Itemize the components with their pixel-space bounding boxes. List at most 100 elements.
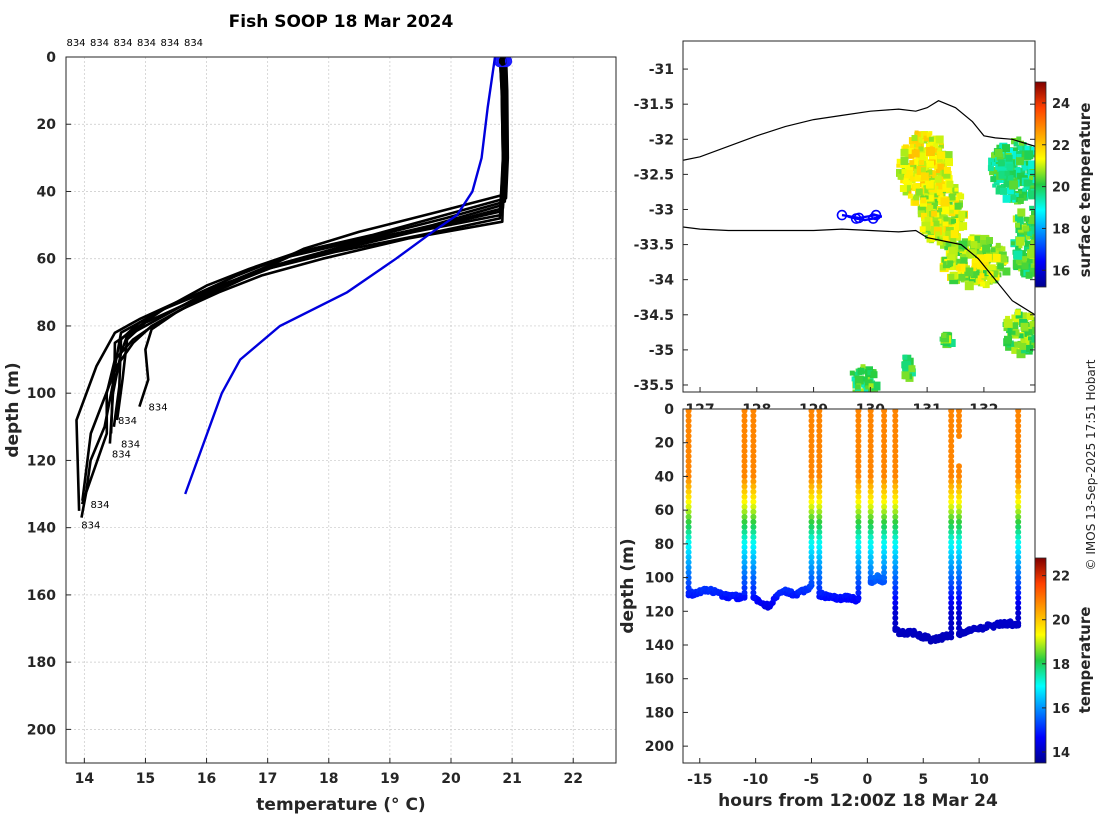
sst-pixel [1022, 187, 1027, 192]
cast-sample [867, 544, 874, 551]
sst-pixel [1031, 334, 1035, 343]
cast-sample [808, 554, 815, 561]
sst-pixel [959, 200, 963, 205]
cast-sample [741, 554, 748, 561]
cast-sample [881, 549, 888, 556]
cast-sample [948, 513, 955, 520]
cast-sample [750, 433, 757, 439]
cast-sample [750, 453, 757, 460]
profile-y-tick: 180 [27, 655, 56, 671]
cast-sample [808, 559, 815, 566]
cast-sample [892, 478, 899, 485]
cast-sample [948, 564, 955, 571]
cast-sample [1015, 599, 1022, 606]
timeseries-y-tick: 40 [655, 469, 675, 485]
cast-sample [750, 448, 757, 455]
sst-pixel [980, 281, 986, 287]
sst-pixel [1011, 330, 1016, 335]
cast-sample [948, 554, 955, 561]
cast-sample [892, 544, 899, 551]
sst-pixel [919, 160, 924, 165]
cast-sample [750, 438, 757, 444]
sst-pixel [995, 187, 1003, 195]
sst-pixel [1032, 255, 1035, 264]
cast-sample [808, 448, 815, 455]
cast-sample [685, 443, 692, 450]
sst-pixel [1026, 249, 1035, 259]
sst-pixel [923, 139, 928, 144]
sst-pixel [964, 267, 974, 277]
profile-y-tick: 200 [27, 722, 56, 738]
cast-sample [855, 493, 862, 500]
cast-sample [867, 503, 874, 510]
cast-sample [750, 518, 757, 525]
sst-pixel [901, 371, 910, 380]
timeseries-y-tick: 80 [655, 537, 675, 553]
cast-sample [750, 584, 757, 591]
profile-y-tick: 160 [27, 588, 56, 604]
cast-sample [816, 529, 823, 536]
sst-pixel [1026, 328, 1034, 336]
cast-sample [816, 574, 823, 581]
cast-sample [741, 473, 748, 480]
sst-pixel [960, 257, 968, 265]
cast-sample [956, 433, 962, 439]
cast-sample [750, 422, 757, 429]
cast-sample [741, 544, 748, 551]
cast-sample [1015, 539, 1022, 546]
timeseries-y-tick: 180 [645, 705, 674, 721]
sst-colorbar-tick: 18 [1052, 222, 1070, 237]
cast-sample [855, 448, 862, 455]
cast-sample [816, 539, 823, 546]
sst-pixel [911, 149, 920, 158]
cast-sample [808, 409, 815, 414]
cast-sample [816, 498, 823, 505]
map-y-tick: -32.5 [634, 167, 674, 183]
sst-pixel [910, 175, 917, 182]
cast-sample [867, 448, 874, 455]
cast-sample [892, 564, 899, 571]
map-content [683, 100, 1035, 392]
sst-pixel [855, 390, 861, 392]
cast-sample [816, 549, 823, 556]
cast-sample [855, 569, 862, 576]
sst-pixel [936, 189, 943, 196]
sst-pixel [1006, 187, 1014, 195]
cast-sample [685, 417, 692, 424]
sst-pixel [992, 254, 1001, 262]
sst-pixel [902, 354, 908, 360]
sst-pixel [949, 204, 955, 210]
cast-sample [956, 559, 962, 566]
sst-pixel [994, 245, 1003, 254]
sst-pixel [1006, 326, 1014, 334]
profile-y-tick: 100 [27, 386, 56, 402]
cast-sample [741, 433, 748, 439]
cast-sample [892, 463, 899, 470]
cast-sample [750, 409, 757, 414]
cast-sample [750, 544, 757, 551]
cast-sample [1015, 508, 1022, 515]
cast-sample [1015, 417, 1022, 424]
sst-pixel [1013, 250, 1023, 260]
sst-pixel [1013, 341, 1018, 346]
sst-pixel [1023, 225, 1029, 232]
map-y-tick: -35.5 [634, 378, 674, 394]
cast-sample [1015, 468, 1022, 475]
cast-sample [685, 468, 692, 475]
sst-pixel [971, 265, 977, 271]
sst-pixel [896, 158, 902, 164]
cast-sample [855, 539, 862, 546]
sst-pixel [1026, 176, 1035, 186]
profile-x-tick: 14 [75, 771, 95, 787]
sst-pixel [941, 206, 950, 215]
sst-pixel [920, 197, 927, 204]
cast-sample [808, 427, 815, 434]
cast-sample [741, 409, 748, 414]
cast-sample [867, 427, 874, 434]
sst-pixel [1019, 342, 1027, 350]
sst-pixel [998, 170, 1007, 179]
cast-sample [948, 604, 955, 611]
cast-sample [808, 534, 815, 541]
sst-pixel [937, 151, 946, 160]
cast-sample [750, 468, 757, 475]
